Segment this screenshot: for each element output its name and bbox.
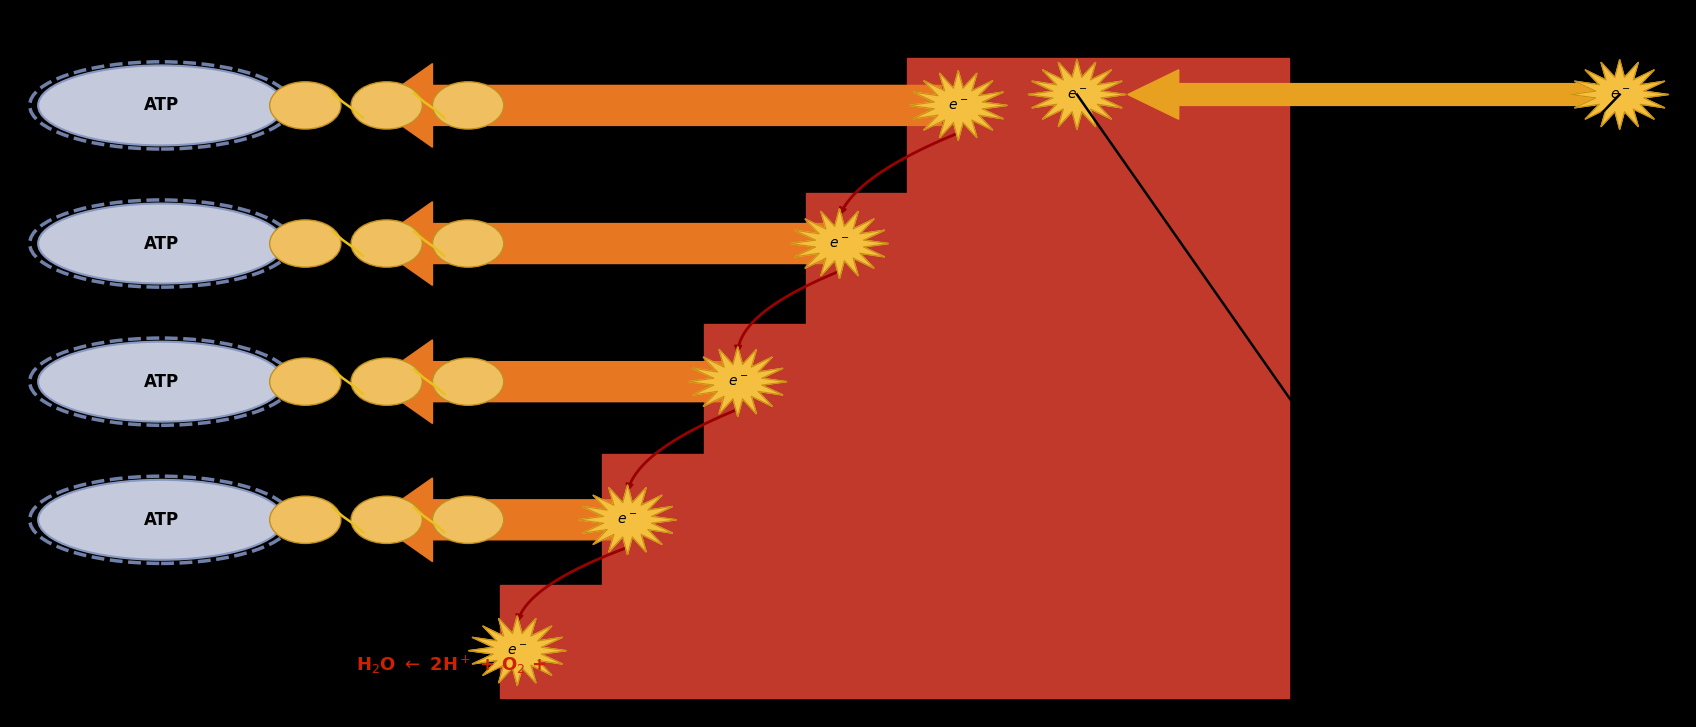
Text: Electrons
removed
from glucose: Electrons removed from glucose bbox=[1408, 240, 1535, 313]
FancyArrow shape bbox=[373, 64, 941, 147]
FancyArrow shape bbox=[1128, 70, 1594, 119]
Polygon shape bbox=[909, 71, 1007, 140]
Ellipse shape bbox=[39, 65, 283, 145]
Ellipse shape bbox=[432, 81, 504, 129]
Text: ATP: ATP bbox=[144, 511, 178, 529]
Text: $e^-$: $e^-$ bbox=[1067, 87, 1087, 102]
Ellipse shape bbox=[432, 496, 504, 544]
FancyArrow shape bbox=[373, 340, 729, 423]
Polygon shape bbox=[1570, 60, 1669, 129]
Ellipse shape bbox=[432, 358, 504, 406]
Polygon shape bbox=[790, 209, 889, 278]
Text: $e^-$: $e^-$ bbox=[507, 643, 527, 658]
Ellipse shape bbox=[432, 220, 504, 267]
Text: $e^-$: $e^-$ bbox=[728, 374, 748, 389]
Polygon shape bbox=[500, 58, 1289, 698]
Text: ATP: ATP bbox=[144, 373, 178, 390]
Text: ATP: ATP bbox=[144, 97, 178, 114]
Ellipse shape bbox=[270, 81, 341, 129]
Ellipse shape bbox=[351, 220, 422, 267]
Ellipse shape bbox=[351, 358, 422, 406]
Text: $e^-$: $e^-$ bbox=[1610, 87, 1630, 102]
Ellipse shape bbox=[39, 480, 283, 560]
FancyArrow shape bbox=[373, 478, 619, 561]
Polygon shape bbox=[468, 616, 566, 686]
Ellipse shape bbox=[270, 358, 341, 406]
Ellipse shape bbox=[39, 204, 283, 284]
FancyArrow shape bbox=[373, 201, 831, 285]
Polygon shape bbox=[578, 485, 677, 555]
Text: ATP: ATP bbox=[144, 235, 178, 252]
Ellipse shape bbox=[39, 342, 283, 422]
Ellipse shape bbox=[270, 220, 341, 267]
Ellipse shape bbox=[351, 81, 422, 129]
Text: $e^-$: $e^-$ bbox=[948, 98, 968, 113]
Text: $e^-$: $e^-$ bbox=[829, 236, 850, 251]
Text: H$_2$O $\leftarrow$ 2H$^+$ + O$_2$ +: H$_2$O $\leftarrow$ 2H$^+$ + O$_2$ + bbox=[356, 654, 546, 676]
Text: $e^-$: $e^-$ bbox=[617, 513, 638, 527]
Ellipse shape bbox=[351, 496, 422, 544]
Text: Redox
reactions: Redox reactions bbox=[1314, 428, 1404, 473]
Ellipse shape bbox=[270, 496, 341, 544]
Polygon shape bbox=[689, 347, 787, 417]
Polygon shape bbox=[1028, 60, 1126, 129]
